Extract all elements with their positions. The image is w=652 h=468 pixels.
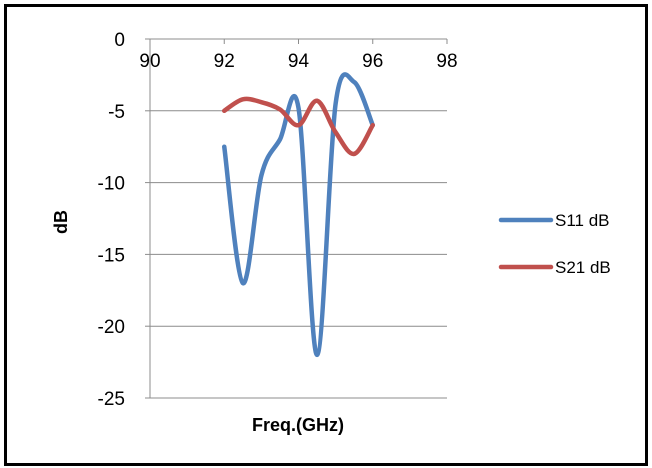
legend-label: S21 dB	[555, 258, 611, 277]
y-tick-label: -20	[98, 317, 125, 338]
y-tick-label: -25	[98, 389, 125, 410]
x-tick-label: 94	[288, 51, 310, 72]
axes	[145, 38, 448, 399]
y-tick-labels: 0 -5 -10 -15 -20 -25	[98, 30, 125, 410]
legend: S11 dB S21 dB	[498, 211, 611, 277]
y-axis-title: dB	[51, 210, 71, 234]
series-line-s21-db	[222, 96, 375, 157]
series-lines	[222, 72, 375, 358]
y-tick-label: 0	[114, 30, 125, 51]
x-tick-label: 92	[214, 51, 235, 72]
gridlines	[150, 110, 447, 399]
legend-label: S11 dB	[555, 211, 610, 230]
y-tick-label: -10	[98, 174, 125, 195]
x-tick-label: 98	[436, 51, 457, 72]
y-tick-label: -15	[98, 245, 125, 266]
chart-frame: 0 -5 -10 -15 -20 -25 90 92 94 96 98 Freq.(GHz) dB…	[4, 4, 648, 466]
line-chart: 0 -5 -10 -15 -20 -25 90 92 94 96 98 Freq.(GHz) dB…	[51, 30, 611, 435]
series-line-s11-db	[222, 72, 375, 358]
x-tick-labels: 90 92 94 96 98	[139, 51, 457, 72]
x-axis-title: Freq.(GHz)	[252, 415, 344, 435]
x-tick-label: 90	[139, 51, 160, 72]
y-tick-label: -5	[108, 102, 125, 123]
x-tick-label: 96	[362, 51, 383, 72]
